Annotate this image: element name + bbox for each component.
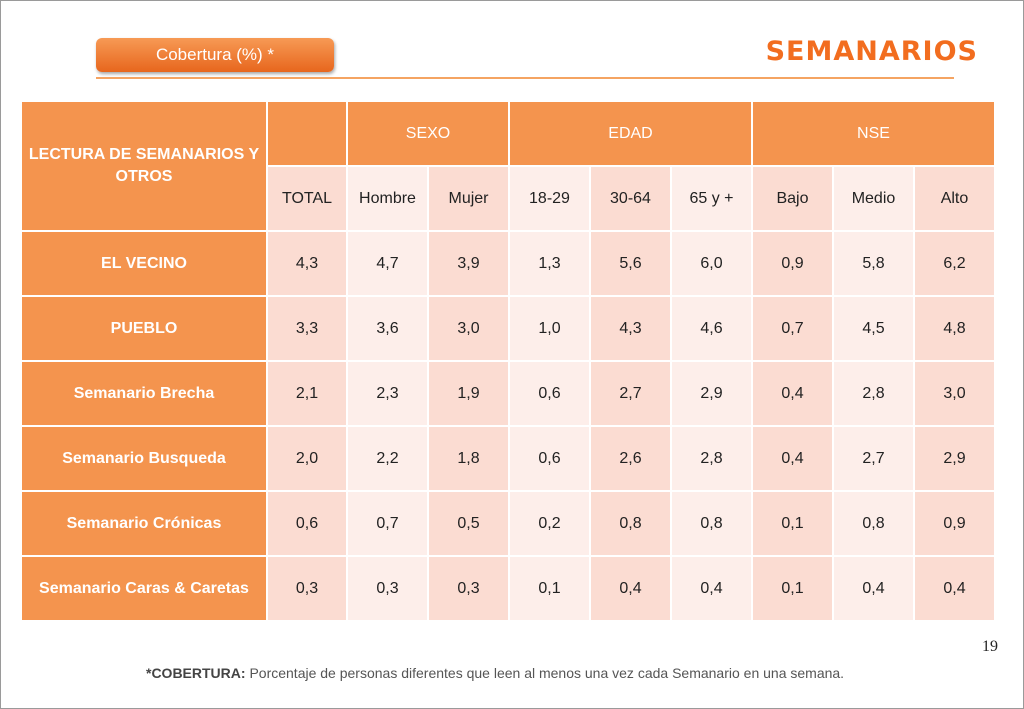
table-cell: 0,3: [348, 557, 427, 620]
table-cell: 5,6: [591, 232, 670, 295]
table-cell: 3,9: [429, 232, 508, 295]
subheader-alto: Alto: [915, 167, 994, 230]
table-cell: 2,8: [834, 362, 913, 425]
subheader-bajo: Bajo: [753, 167, 832, 230]
table-cell: 0,6: [510, 362, 589, 425]
group-header-edad: EDAD: [510, 102, 751, 165]
table-cell: 0,3: [268, 557, 346, 620]
subheader-30-64: 30-64: [591, 167, 670, 230]
table-cell: 3,3: [268, 297, 346, 360]
table-cell: 4,6: [672, 297, 751, 360]
footnote-text: Porcentaje de personas diferentes que le…: [245, 665, 845, 681]
row-label: Semanario Brecha: [22, 362, 266, 425]
table-cell: 0,4: [591, 557, 670, 620]
table-corner-label: LECTURA DE SEMANARIOS Y OTROS: [22, 102, 266, 230]
table-cell: 3,0: [429, 297, 508, 360]
coverage-table: LECTURA DE SEMANARIOS Y OTROS SEXO EDAD …: [20, 100, 996, 622]
table-cell: 0,4: [834, 557, 913, 620]
row-label: EL VECINO: [22, 232, 266, 295]
page-title: SEMANARIOS: [765, 36, 978, 67]
table-cell: 2,2: [348, 427, 427, 490]
table-row: EL VECINO 4,3 4,7 3,9 1,3 5,6 6,0 0,9 5,8 6,2: [22, 232, 994, 295]
table-cell: 4,3: [591, 297, 670, 360]
table-cell: 0,5: [429, 492, 508, 555]
table-cell: 0,6: [268, 492, 346, 555]
table-cell: 0,6: [510, 427, 589, 490]
table-cell: 0,1: [510, 557, 589, 620]
table-cell: 2,1: [268, 362, 346, 425]
table-cell: 0,8: [591, 492, 670, 555]
table-row: Semanario Crónicas 0,6 0,7 0,5 0,2 0,8 0,8 0,1 0…: [22, 492, 994, 555]
table-row: PUEBLO 3,3 3,6 3,0 1,0 4,3 4,6 0,7 4,5 4,8: [22, 297, 994, 360]
table-cell: 0,4: [915, 557, 994, 620]
table-cell: 0,3: [429, 557, 508, 620]
row-label: Semanario Caras & Caretas: [22, 557, 266, 620]
row-label: PUEBLO: [22, 297, 266, 360]
group-header-sexo: SEXO: [348, 102, 508, 165]
subheader-row: TOTAL Hombre Mujer 18-29 30-64 65 y + Ba…: [22, 167, 994, 230]
subheader-total: TOTAL: [268, 167, 346, 230]
table-cell: 2,3: [348, 362, 427, 425]
table-row: Semanario Caras & Caretas 0,3 0,3 0,3 0,1 0,4…: [22, 557, 994, 620]
blank-header-cell: [268, 102, 346, 165]
table-cell: 0,7: [753, 297, 832, 360]
table-cell: 0,1: [753, 492, 832, 555]
coverage-label: Cobertura (%) *: [96, 38, 334, 72]
table-cell: 3,0: [915, 362, 994, 425]
table-cell: 4,5: [834, 297, 913, 360]
table-row: Semanario Busqueda 2,0 2,2 1,8 0,6 2,6 2,8 0,4 2…: [22, 427, 994, 490]
table-cell: 0,9: [915, 492, 994, 555]
table-cell: 1,3: [510, 232, 589, 295]
subheader-medio: Medio: [834, 167, 913, 230]
table-cell: 2,9: [915, 427, 994, 490]
footnote: *COBERTURA: Porcentaje de personas difer…: [146, 664, 886, 683]
row-label: Semanario Crónicas: [22, 492, 266, 555]
subheader-65-plus: 65 y +: [672, 167, 751, 230]
table-cell: 0,7: [348, 492, 427, 555]
subheader-hombre: Hombre: [348, 167, 427, 230]
table-cell: 0,8: [834, 492, 913, 555]
table-cell: 2,7: [591, 362, 670, 425]
table-cell: 2,8: [672, 427, 751, 490]
table-cell: 2,0: [268, 427, 346, 490]
table-cell: 4,8: [915, 297, 994, 360]
table-cell: 6,2: [915, 232, 994, 295]
table-cell: 3,6: [348, 297, 427, 360]
table-cell: 2,9: [672, 362, 751, 425]
table-cell: 0,4: [672, 557, 751, 620]
group-header-nse: NSE: [753, 102, 994, 165]
table-cell: 1,8: [429, 427, 508, 490]
subheader-mujer: Mujer: [429, 167, 508, 230]
table-cell: 0,1: [753, 557, 832, 620]
table-cell: 4,3: [268, 232, 346, 295]
table-cell: 6,0: [672, 232, 751, 295]
table-cell: 2,7: [834, 427, 913, 490]
table-cell: 0,4: [753, 362, 832, 425]
table-cell: 4,7: [348, 232, 427, 295]
row-label: Semanario Busqueda: [22, 427, 266, 490]
table-cell: 5,8: [834, 232, 913, 295]
table-row: Semanario Brecha 2,1 2,3 1,9 0,6 2,7 2,9 0,4 2,8…: [22, 362, 994, 425]
page-number: 19: [982, 638, 998, 655]
subheader-18-29: 18-29: [510, 167, 589, 230]
table-cell: 0,2: [510, 492, 589, 555]
table-cell: 0,4: [753, 427, 832, 490]
table-cell: 1,9: [429, 362, 508, 425]
table-cell: 1,0: [510, 297, 589, 360]
footnote-label: *COBERTURA:: [146, 665, 246, 681]
table-cell: 2,6: [591, 427, 670, 490]
header-divider: [96, 77, 954, 79]
table-cell: 0,9: [753, 232, 832, 295]
table-cell: 0,8: [672, 492, 751, 555]
